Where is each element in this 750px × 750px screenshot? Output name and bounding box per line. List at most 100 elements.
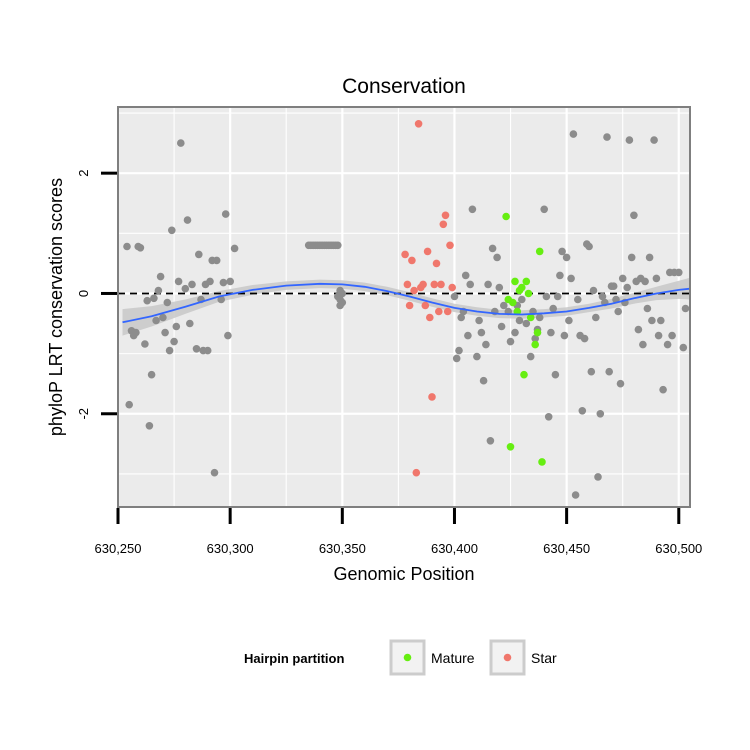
point-other <box>623 283 631 292</box>
y-tick-label: 0 <box>76 290 91 297</box>
point-other <box>488 244 497 253</box>
point-other <box>206 277 214 286</box>
point-other <box>217 295 225 304</box>
point-other <box>484 280 492 289</box>
point-mature <box>518 283 526 292</box>
point-other <box>221 210 230 218</box>
point-other <box>594 473 602 481</box>
point-other <box>547 328 555 337</box>
point-other <box>652 274 661 283</box>
point-other <box>614 307 622 316</box>
point-other <box>616 379 625 388</box>
point-other <box>473 352 481 361</box>
point-star <box>426 313 434 322</box>
x-axis: 630,250 630,300 630,350 630,400 630,450 630,5… <box>95 508 702 556</box>
chart-title: Conservation <box>342 75 466 98</box>
point-mature <box>535 247 544 256</box>
point-other <box>177 139 185 147</box>
point-other <box>334 241 342 250</box>
point-other <box>587 367 596 376</box>
point-other <box>336 301 344 310</box>
point-other <box>482 340 490 349</box>
point-other <box>643 304 652 313</box>
point-other <box>495 283 504 292</box>
point-star <box>448 283 457 292</box>
point-star <box>405 301 414 310</box>
point-other <box>506 337 515 346</box>
point-mature <box>538 458 546 466</box>
point-star <box>428 393 436 401</box>
point-mature <box>520 370 528 379</box>
point-other <box>540 205 548 214</box>
smooth-line-layer <box>122 282 691 324</box>
point-star <box>439 220 448 229</box>
point-other <box>603 133 611 141</box>
point-mature <box>511 277 519 286</box>
point-mature <box>509 298 517 307</box>
point-other <box>477 328 486 337</box>
point-mature <box>531 340 539 349</box>
point-other <box>598 292 607 301</box>
y-tick-label: 2 <box>76 170 91 177</box>
point-other <box>188 280 196 289</box>
point-other <box>150 294 158 303</box>
x-tick-label: 630,500 <box>655 541 702 556</box>
point-mature <box>524 289 533 298</box>
point-other <box>663 340 672 349</box>
x-tick-label: 630,250 <box>95 541 142 556</box>
point-star <box>430 280 439 289</box>
panel-border <box>117 106 691 508</box>
point-mature <box>513 307 522 316</box>
point-other <box>195 250 203 259</box>
point-star <box>437 280 445 289</box>
points-layer <box>123 120 690 499</box>
legend-title: Hairpin partition <box>244 651 344 666</box>
point-other <box>596 410 605 418</box>
point-star <box>410 286 418 295</box>
point-other <box>609 282 618 291</box>
point-other <box>479 376 488 385</box>
point-other <box>125 400 133 409</box>
point-other <box>526 352 535 361</box>
point-other <box>625 136 634 144</box>
point-other <box>172 322 181 331</box>
point-star <box>432 259 441 268</box>
point-other <box>136 244 145 252</box>
point-other <box>605 367 613 376</box>
point-other <box>143 296 151 305</box>
point-star <box>412 468 421 477</box>
point-other <box>461 271 470 280</box>
point-other <box>145 422 154 430</box>
point-other <box>569 130 578 138</box>
point-star <box>419 280 427 289</box>
point-other <box>497 322 506 331</box>
point-other <box>592 313 600 322</box>
legend-label-star: Star <box>531 650 557 666</box>
point-other <box>468 205 477 214</box>
point-other <box>168 226 176 235</box>
point-other <box>567 274 575 283</box>
point-other <box>181 284 190 293</box>
y-axis: -2 0 2 <box>76 170 117 420</box>
point-other <box>645 253 654 262</box>
point-other <box>679 343 688 352</box>
point-other <box>123 242 131 251</box>
point-other <box>659 385 667 394</box>
y-tick-label: -2 <box>76 408 91 420</box>
point-other <box>186 319 194 328</box>
point-other <box>562 253 571 262</box>
x-axis-title: Genomic Position <box>333 564 474 584</box>
point-other <box>192 345 201 353</box>
confidence-band <box>122 277 690 336</box>
point-other <box>203 346 212 355</box>
point-other <box>558 247 566 256</box>
point-other <box>154 286 163 295</box>
point-other <box>163 298 172 307</box>
point-star <box>446 241 454 250</box>
point-other <box>515 316 524 325</box>
point-other <box>531 334 539 343</box>
point-other <box>641 277 649 286</box>
point-mature <box>533 328 542 337</box>
point-other <box>618 274 627 283</box>
